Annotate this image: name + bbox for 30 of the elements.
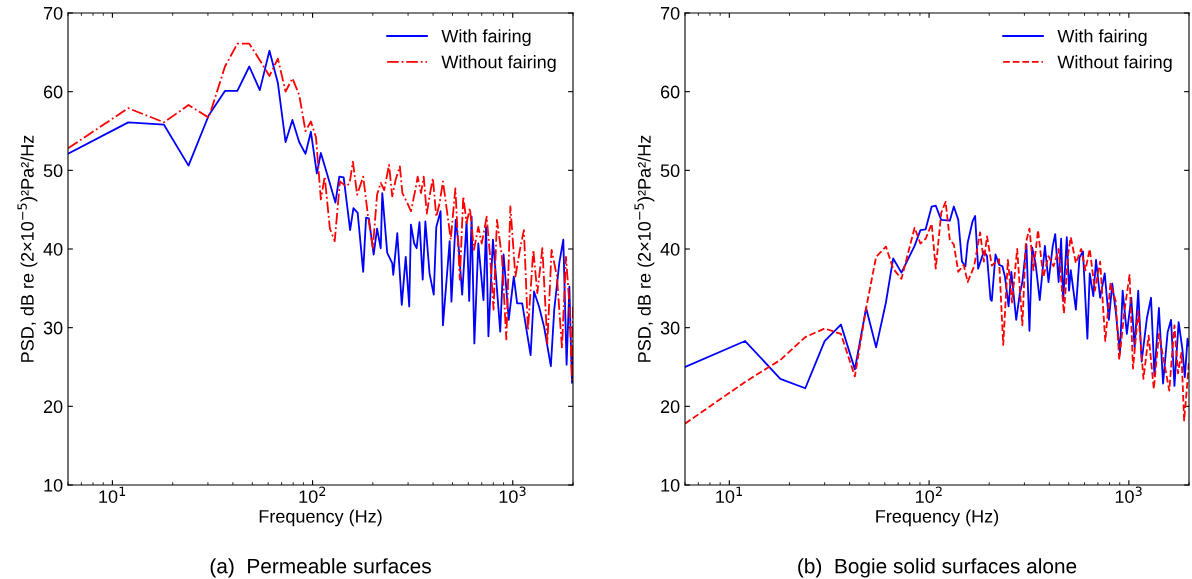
y-tick-label: 20 [43,400,63,414]
legend-label: Without fairing [441,55,556,72]
legend-label: Without fairing [1057,55,1172,72]
legend-label: With fairing [441,29,531,47]
x-tick-label: 10$^{1}$ [99,486,126,503]
y-tick-label: 70 [43,6,63,20]
y-tick-label: 50 [43,164,63,178]
y-axis-title: PSD, dB re (2×10$^{−5}$)²Pa²/Hz [17,135,38,362]
y-tick-label: 20 [660,400,680,414]
y-tick-label: 60 [660,85,680,99]
legend-label: With fairing [1057,29,1147,47]
y-tick-label: 70 [660,6,680,20]
x-tick-label: 10$^{3}$ [499,486,526,503]
y-tick-label: 10 [661,478,680,492]
x-tick-label: 10$^{3}$ [1115,486,1142,503]
y-tick-label: 60 [43,85,63,99]
y-tick-label: 40 [43,242,63,256]
y-tick-label: 30 [660,321,680,335]
y-axis-title: PSD, dB re (2×10$^{−5}$)²Pa²/Hz [634,135,655,362]
x-tick-label: 10$^{2}$ [299,486,326,503]
x-axis-title: Frequency (Hz) [259,509,382,527]
y-tick-label: 40 [660,242,680,256]
y-tick-label: 10 [44,478,63,492]
x-tick-label: 10$^{1}$ [716,486,743,503]
y-tick-label: 30 [43,321,63,335]
x-tick-label: 10$^{2}$ [916,486,942,503]
text: (b) Bogie solid surfaces alone [798,558,1077,578]
y-tick-label: 50 [660,164,680,178]
x-axis-title: Frequency (Hz) [876,509,999,527]
text: (a) Permeable surfaces [210,558,431,578]
